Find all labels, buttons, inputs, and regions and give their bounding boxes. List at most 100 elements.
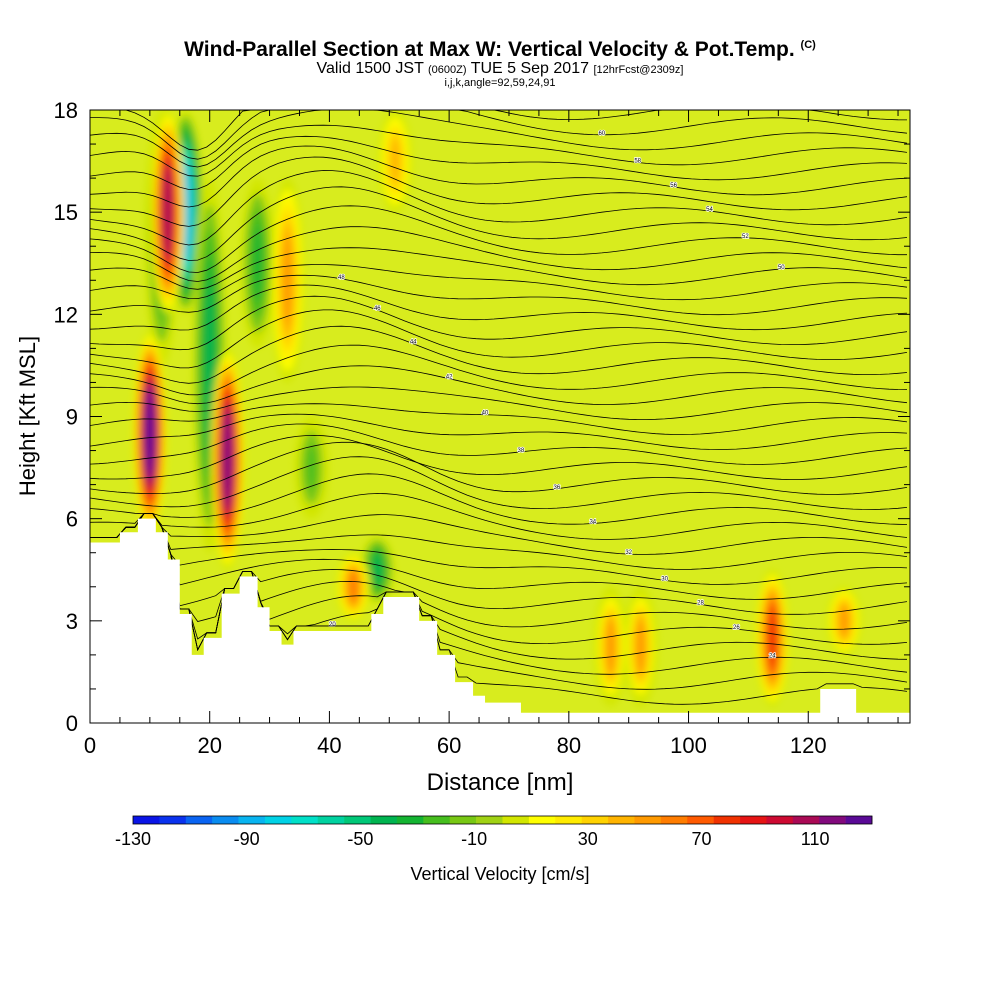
chart-subtitle: Valid 1500 JST (0600Z) TUE 5 Sep 2017 [1… xyxy=(0,60,1000,78)
x-tick-label: 0 xyxy=(84,733,96,758)
y-tick-label: 6 xyxy=(66,507,78,532)
isentrope-line xyxy=(90,309,908,369)
colorbar-tick-label: -10 xyxy=(461,829,487,849)
isentrope-label: 50 xyxy=(778,265,785,271)
isentrope-line xyxy=(90,434,908,480)
colorbar-swatch xyxy=(264,816,292,824)
isentrope-line xyxy=(90,284,908,331)
x-tick-label: 100 xyxy=(670,733,707,758)
colorbar-swatch xyxy=(317,816,345,824)
plot-area: 20 24 26 28 30 32 34 36 38 40 42 44 46 48 50 52 54 56 58 60 xyxy=(90,110,910,723)
updraft-core xyxy=(623,586,658,706)
updraft-core xyxy=(827,586,862,655)
isentrope-label: 46 xyxy=(374,306,381,312)
isentrope-contours: 20 24 26 28 30 32 34 36 38 40 42 44 46 48 50 52 54 56 58 60 xyxy=(90,110,908,705)
x-tick-label: 60 xyxy=(437,733,461,758)
isentrope-label: 30 xyxy=(661,576,668,582)
updraft-core xyxy=(270,178,305,383)
colorbar-swatch xyxy=(449,816,477,824)
colorbar-swatch xyxy=(133,816,160,824)
isentrope-line xyxy=(90,295,908,351)
colorbar-swatch xyxy=(476,816,503,824)
isentrope-label: 56 xyxy=(670,183,677,189)
y-tick-label: 9 xyxy=(66,405,78,430)
updraft-core xyxy=(755,569,790,706)
isentrope-line xyxy=(90,274,908,316)
isentrope-line xyxy=(90,386,908,420)
y-tick-label: 12 xyxy=(54,302,78,327)
isentrope-line xyxy=(90,110,908,168)
colorbar-tick-label: 30 xyxy=(578,829,598,849)
colorbar-swatch xyxy=(370,816,398,824)
isentrope-line xyxy=(90,513,908,570)
x-tick-label: 80 xyxy=(557,733,581,758)
isentrope-line xyxy=(90,513,908,585)
isentrope-line xyxy=(90,186,908,261)
y-tick-label: 15 xyxy=(54,200,78,225)
isentrope-label: 28 xyxy=(697,600,704,606)
isentrope-line xyxy=(90,456,908,510)
colorbar-swatch xyxy=(581,816,609,824)
isentrope-line xyxy=(90,325,908,384)
colorbar-swatch xyxy=(291,816,319,824)
colorbar-tick-label: 70 xyxy=(691,829,711,849)
x-tick-label: 120 xyxy=(790,733,827,758)
colorbar-swatch xyxy=(713,816,741,824)
updraft-core xyxy=(210,348,245,570)
colorbar-label: Vertical Velocity [cm/s] xyxy=(410,864,589,884)
chart-indices: i,j,k,angle=92,59,24,91 xyxy=(444,77,556,89)
colorbar-swatch xyxy=(660,816,688,824)
isentrope-label: 54 xyxy=(706,207,713,213)
forecast-info: [12hrFcst@2309z] xyxy=(593,64,684,76)
terrain-mask xyxy=(90,518,910,723)
isentrope-label: 32 xyxy=(625,550,632,556)
colorbar-swatch xyxy=(819,816,846,824)
colorbar-swatch xyxy=(740,816,767,824)
isentrope-label: 36 xyxy=(554,485,561,491)
isentrope-label: 26 xyxy=(733,625,740,631)
colorbar-swatch xyxy=(423,816,451,824)
isentrope-line xyxy=(90,135,908,190)
colorbar-swatch xyxy=(792,816,820,824)
colorbar-swatch xyxy=(555,816,582,824)
colorbar-tick-label: -50 xyxy=(347,829,373,849)
isentrope-label: 42 xyxy=(446,375,453,381)
isentrope-line xyxy=(90,344,908,396)
updraft-core xyxy=(336,552,371,621)
colorbar-swatch xyxy=(502,816,530,824)
x-axis-label: Distance [nm] xyxy=(427,769,574,796)
isentrope-line xyxy=(90,205,907,273)
colorbar-swatch xyxy=(238,816,266,824)
isentrope-line xyxy=(90,110,908,160)
isentrope-line xyxy=(90,247,908,290)
isentrope-line xyxy=(90,513,908,555)
colorbar-tick-label: 110 xyxy=(801,829,830,849)
isentrope-label: 24 xyxy=(769,653,776,659)
copyright-mark: (C) xyxy=(800,39,816,51)
colorbar-swatch xyxy=(766,816,794,824)
colorbar: -130 -90 -50 -10 30 70 110 xyxy=(115,815,873,849)
chart-title: Wind-Parallel Section at Max W: Vertical… xyxy=(0,38,1000,62)
valid-time: Valid 1500 JST xyxy=(316,60,424,77)
colorbar-tick-label: -130 xyxy=(115,829,151,849)
isentrope-label: 52 xyxy=(742,234,749,240)
isentrope-line xyxy=(90,441,908,495)
colorbar-swatch xyxy=(845,816,873,824)
isentrope-label: 40 xyxy=(482,411,489,417)
isentrope-line xyxy=(90,110,908,151)
colorbar-swatch xyxy=(608,816,635,824)
colorbar-swatch xyxy=(185,816,213,824)
isentrope-line xyxy=(90,403,908,435)
isentrope-label: 34 xyxy=(589,520,596,526)
valid-date: TUE 5 Sep 2017 xyxy=(470,60,589,77)
isentrope-line xyxy=(90,473,908,525)
y-tick-label: 3 xyxy=(66,609,78,634)
colorbar-swatch xyxy=(687,816,714,824)
isentrope-line xyxy=(90,264,908,301)
colorbar-swatch xyxy=(212,816,239,824)
y-tick-label: 0 xyxy=(66,711,78,736)
isentrope-line xyxy=(90,423,908,465)
updraft-core xyxy=(593,586,628,706)
